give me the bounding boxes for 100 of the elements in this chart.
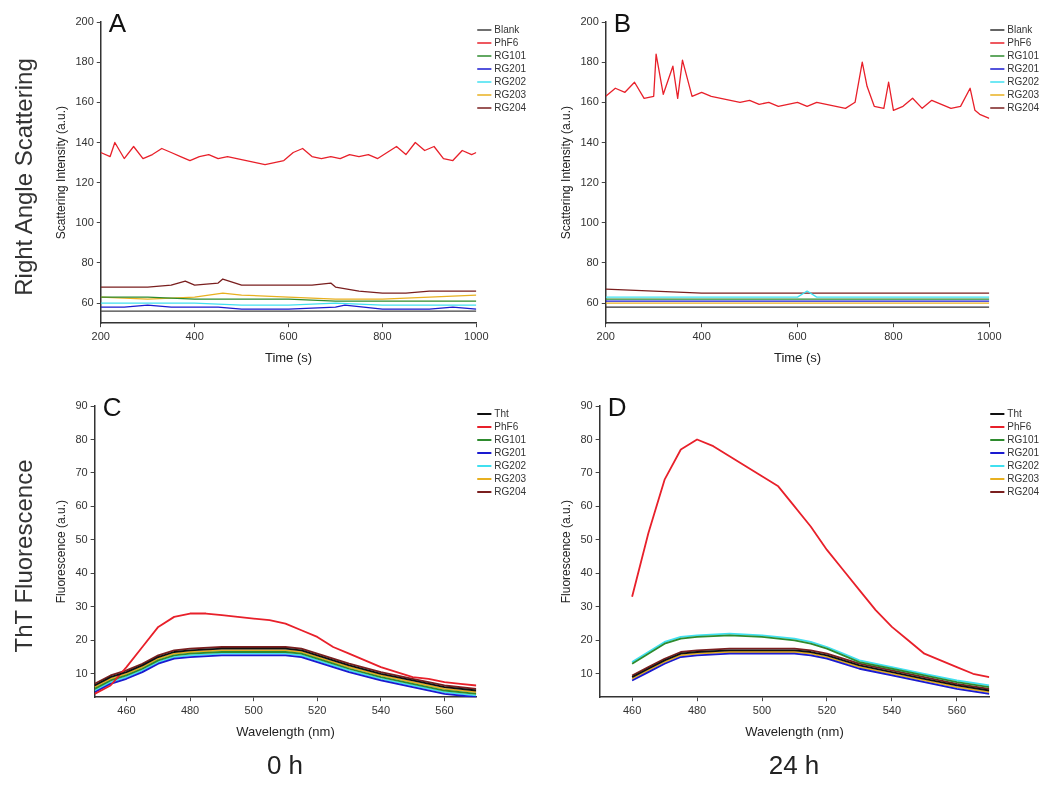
y-tick-label: 80 — [580, 432, 593, 445]
x-tick-label: 540 — [882, 703, 902, 716]
text: 24 h — [768, 750, 820, 781]
y-tick-label: 70 — [75, 465, 88, 478]
y-tick-label: 70 — [580, 465, 593, 478]
y-tick-label: 30 — [580, 599, 593, 612]
chart-title: B — [613, 8, 632, 39]
y-tick-label: 120 — [75, 175, 94, 188]
legend-label: RG201 — [1007, 62, 1040, 74]
y-tick-label: 100 — [75, 215, 94, 228]
x-tick-label: 460 — [117, 703, 136, 716]
y-tick-label: 140 — [580, 135, 599, 148]
chart-title: A — [108, 8, 127, 39]
x-tick-label: 800 — [884, 329, 903, 342]
legend-label: RG204 — [1007, 101, 1040, 113]
y-tick-label: 180 — [75, 55, 94, 68]
y-tick-label: 50 — [580, 532, 593, 545]
y-tick-label: 10 — [75, 666, 88, 679]
x-tick-label: 560 — [947, 703, 967, 716]
legend-label: Blank — [494, 23, 521, 35]
y-tick-label: 30 — [75, 599, 88, 612]
x-tick-label: 520 — [308, 703, 327, 716]
legend-label: RG201 — [1007, 446, 1040, 458]
x-tick-label: 560 — [435, 703, 454, 716]
text: ThT Fluorescence — [10, 459, 38, 653]
legend-label: RG204 — [1007, 485, 1040, 497]
y-tick-label: 40 — [580, 566, 593, 579]
chart-title: D — [607, 392, 627, 423]
y-tick-label: 200 — [580, 15, 599, 28]
legend-label: RG101 — [1007, 433, 1040, 445]
legend-label: PhF6 — [494, 420, 519, 432]
y-tick-label: 60 — [81, 296, 94, 309]
legend-label: RG201 — [494, 446, 527, 458]
legend-label: RG101 — [494, 433, 527, 445]
x-tick-label: 460 — [622, 703, 642, 716]
x-axis-title: Wavelength (nm) — [236, 723, 335, 739]
legend-label: RG203 — [1007, 88, 1040, 100]
legend-label: RG204 — [494, 101, 527, 113]
x-tick-label: 500 — [244, 703, 263, 716]
legend-label: Tht — [1007, 407, 1022, 419]
legend-label: Tht — [494, 407, 509, 419]
legend-label: RG202 — [494, 459, 527, 471]
y-axis-title: Scattering Intensity (a.u.) — [558, 105, 573, 240]
x-tick-label: 200 — [596, 329, 615, 342]
legend-label: RG201 — [494, 62, 527, 74]
x-tick-label: 500 — [752, 703, 772, 716]
legend-label: RG202 — [1007, 75, 1040, 87]
legend-label: RG202 — [494, 75, 527, 87]
y-tick-label: 90 — [75, 399, 88, 412]
text: Right Angle Scattering — [10, 58, 38, 296]
legend-label: RG203 — [494, 88, 527, 100]
y-tick-label: 40 — [75, 566, 88, 579]
x-tick-label: 200 — [91, 329, 110, 342]
x-tick-label: 480 — [687, 703, 707, 716]
x-tick-label: 1000 — [464, 329, 489, 342]
y-tick-label: 160 — [580, 95, 599, 108]
y-tick-label: 80 — [81, 255, 94, 268]
y-tick-label: 160 — [75, 95, 94, 108]
y-tick-label: 80 — [75, 432, 88, 445]
x-tick-label: 600 — [788, 329, 807, 342]
legend-label: RG203 — [1007, 472, 1040, 484]
y-tick-label: 120 — [580, 175, 599, 188]
y-tick-label: 180 — [580, 55, 599, 68]
legend-label: Blank — [1007, 23, 1034, 35]
y-tick-label: 60 — [75, 499, 88, 512]
y-axis-title: Fluorescence (a.u.) — [558, 499, 573, 604]
y-tick-label: 80 — [586, 255, 599, 268]
x-tick-label: 800 — [373, 329, 392, 342]
text: 0 h — [266, 750, 304, 781]
legend-label: RG101 — [1007, 49, 1040, 61]
x-axis-title: Wavelength (nm) — [745, 723, 844, 739]
x-tick-label: 400 — [692, 329, 711, 342]
x-tick-label: 540 — [371, 703, 391, 716]
y-tick-label: 200 — [75, 15, 94, 28]
y-tick-label: 60 — [580, 499, 593, 512]
x-tick-label: 480 — [180, 703, 200, 716]
y-tick-label: 20 — [580, 633, 593, 646]
y-tick-label: 90 — [580, 399, 593, 412]
legend-label: RG204 — [494, 485, 527, 497]
y-tick-label: 20 — [75, 633, 88, 646]
y-tick-label: 140 — [75, 135, 94, 148]
legend-label: RG202 — [1007, 459, 1040, 471]
y-tick-label: 10 — [580, 666, 593, 679]
legend-label: PhF6 — [1007, 420, 1032, 432]
y-axis-title: Fluorescence (a.u.) — [53, 499, 68, 604]
x-axis-title: Time (s) — [773, 349, 822, 365]
y-tick-label: 60 — [586, 296, 599, 309]
x-tick-label: 600 — [279, 329, 298, 342]
y-tick-label: 50 — [75, 532, 88, 545]
y-tick-label: 100 — [580, 215, 599, 228]
x-tick-label: 520 — [817, 703, 837, 716]
x-tick-label: 400 — [185, 329, 204, 342]
x-tick-label: 1000 — [977, 329, 1002, 342]
legend-label: RG203 — [494, 472, 527, 484]
x-axis-title: Time (s) — [264, 349, 313, 365]
legend-label: PhF6 — [1007, 36, 1032, 48]
chart-title: C — [102, 392, 122, 423]
legend-label: RG101 — [494, 49, 527, 61]
legend-label: PhF6 — [494, 36, 519, 48]
y-axis-title: Scattering Intensity (a.u.) — [53, 105, 68, 240]
